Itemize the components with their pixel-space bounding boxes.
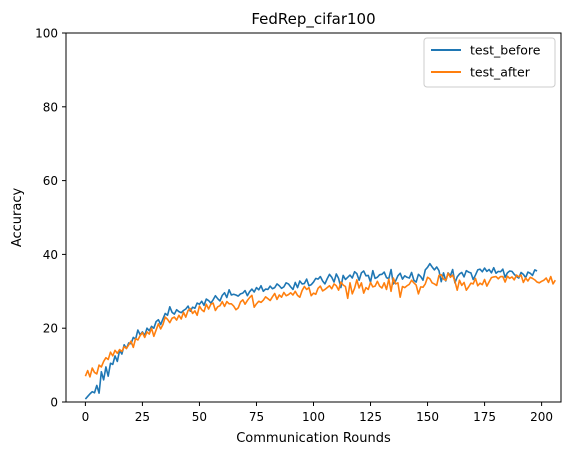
- x-tick-label: 125: [359, 410, 382, 424]
- series-layer: [84, 262, 556, 400]
- x-axis-label: Communication Rounds: [236, 431, 391, 446]
- y-tick-label: 80: [43, 100, 58, 114]
- legend-label-test-after: test_after: [470, 65, 531, 80]
- y-tick-label: 60: [43, 174, 58, 188]
- x-tick-label: 100: [302, 410, 325, 424]
- y-tick-label: 0: [50, 396, 58, 410]
- y-axis-label: Accuracy: [10, 188, 25, 248]
- x-tick-label: 75: [249, 410, 264, 424]
- chart-title: FedRep_cifar100: [251, 10, 375, 29]
- y-axis-ticks: 0 20 40 60 80 100: [35, 27, 66, 410]
- x-axis-ticks: 0 25 50 75 100 125 150 175 200: [82, 402, 553, 424]
- legend: test_before test_after: [423, 37, 556, 88]
- legend-label-test-before: test_before: [470, 43, 541, 58]
- series-line-test-after: [84, 272, 556, 378]
- y-tick-label: 100: [35, 27, 58, 41]
- series-line-test-before: [84, 262, 538, 400]
- x-tick-label: 175: [473, 410, 496, 424]
- x-tick-label: 200: [530, 410, 553, 424]
- x-tick-label: 50: [192, 410, 207, 424]
- x-tick-label: 150: [416, 410, 439, 424]
- y-tick-label: 40: [43, 248, 58, 262]
- x-tick-label: 0: [82, 410, 90, 424]
- y-tick-label: 20: [43, 322, 58, 336]
- x-tick-label: 25: [135, 410, 150, 424]
